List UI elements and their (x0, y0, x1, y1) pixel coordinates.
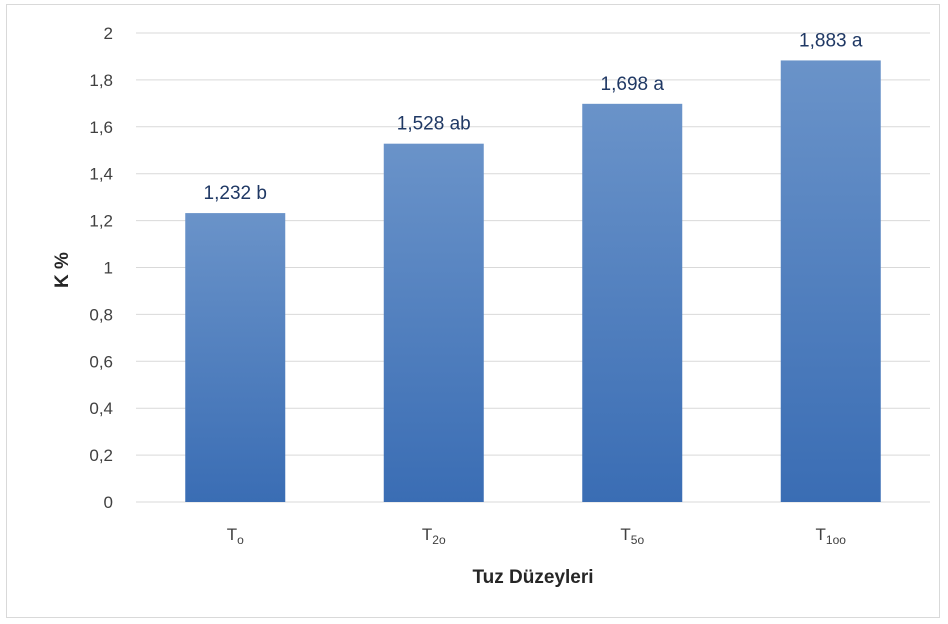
x-axis-ticks: To T2o T5o T1oo (227, 525, 847, 547)
bar (780, 60, 881, 503)
data-labels: 1,232 b 1,528 ab 1,698 a 1,883 a (204, 30, 863, 204)
data-label: 1,232 b (204, 183, 267, 204)
y-tick-label: 1,8 (89, 71, 113, 90)
y-tick-label: 0,6 (89, 352, 113, 371)
bar (383, 143, 484, 502)
y-tick-label: 2 (104, 24, 113, 43)
y-axis-ticks: 0 0,2 0,4 0,6 0,8 1 1,2 1,4 1,6 1,8 2 (89, 24, 113, 512)
y-tick-label: 0,2 (89, 446, 113, 465)
x-tick-label: To (227, 525, 244, 547)
y-tick-label: 1 (104, 259, 113, 278)
y-axis-title: K % (52, 252, 73, 288)
data-label: 1,698 a (601, 74, 665, 95)
y-tick-label: 1,6 (89, 118, 113, 137)
y-tick-label: 0,8 (89, 305, 113, 324)
y-tick-label: 0 (104, 493, 113, 512)
x-tick-label: T2o (422, 525, 446, 547)
y-tick-label: 1,2 (89, 212, 113, 231)
x-axis-title: Tuz Düzeyleri (472, 567, 593, 588)
bar (582, 103, 683, 502)
y-tick-label: 0,4 (89, 399, 113, 418)
y-tick-label: 1,4 (89, 165, 113, 184)
data-label: 1,528 ab (397, 114, 471, 135)
bar (185, 213, 286, 502)
bars (185, 60, 881, 503)
x-tick-label: T5o (620, 525, 644, 547)
data-label: 1,883 a (799, 30, 863, 51)
x-tick-label: T1oo (816, 525, 847, 547)
